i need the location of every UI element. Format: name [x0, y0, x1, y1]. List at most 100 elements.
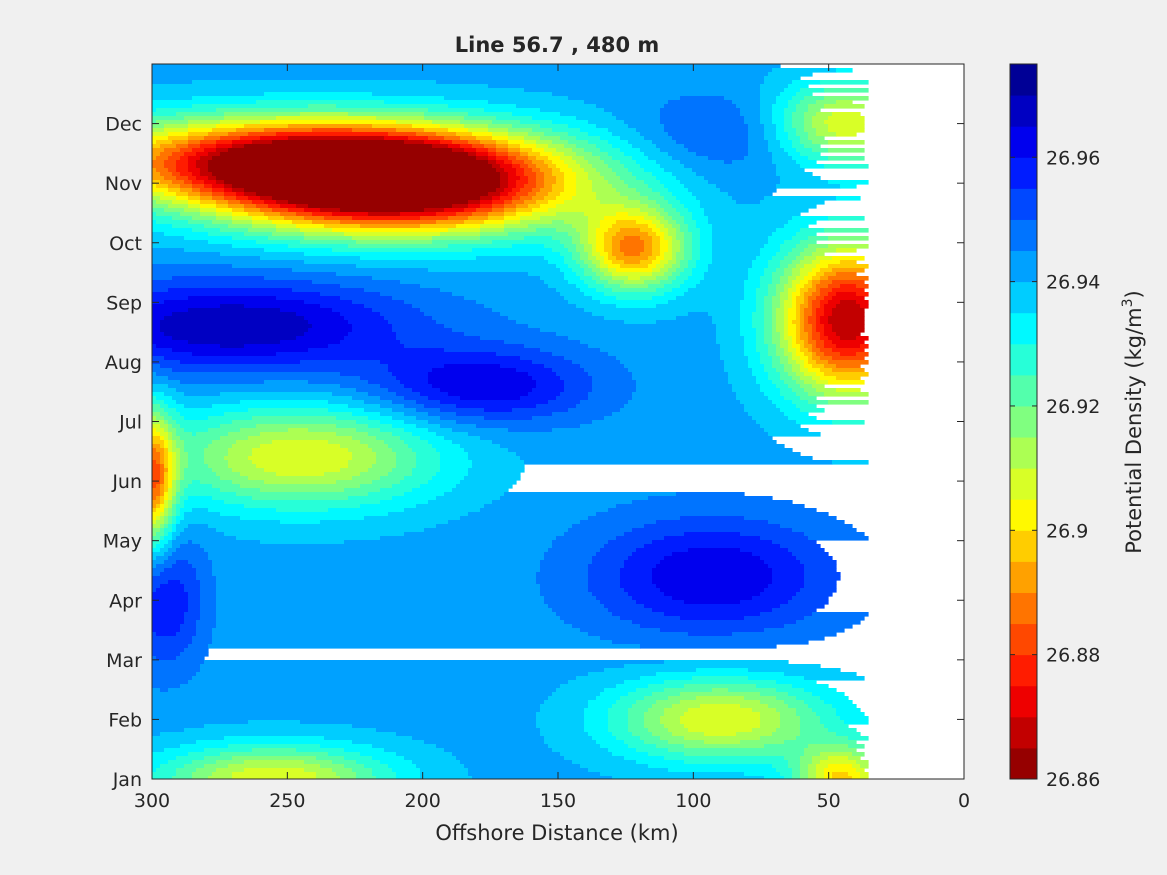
contour-cell	[776, 348, 785, 353]
contour-cell	[748, 124, 765, 129]
contour-cell	[560, 292, 585, 297]
contour-cell	[596, 512, 829, 517]
contour-cell	[616, 220, 637, 225]
contour-cell	[828, 292, 837, 297]
contour-cell	[636, 128, 665, 133]
contour-cell	[304, 316, 345, 321]
contour-cell	[152, 356, 165, 361]
contour-cell	[660, 228, 669, 233]
contour-cell	[492, 308, 585, 313]
contour-cell	[164, 356, 521, 361]
contour-cell	[624, 320, 657, 325]
contour-cell	[788, 280, 793, 285]
contour-cell	[152, 624, 181, 629]
contour-cell	[808, 356, 813, 361]
contour-cell	[164, 516, 169, 521]
contour-cell	[448, 104, 517, 109]
contour-cell	[624, 280, 645, 285]
contour-cell	[164, 536, 173, 541]
contour-cell	[672, 732, 705, 737]
contour-cell	[804, 748, 857, 753]
contour-cell	[584, 280, 597, 285]
contour-cell	[556, 212, 585, 217]
contour-cell	[432, 368, 517, 373]
contour-cell	[612, 704, 633, 709]
contour-cell	[164, 452, 169, 457]
contour-cell	[588, 172, 601, 177]
contour-cell	[644, 524, 781, 529]
contour-cell	[428, 428, 453, 433]
contour-cell	[780, 720, 801, 725]
contour-cell	[480, 200, 493, 205]
contour-cell	[256, 464, 349, 469]
contour-cell	[792, 116, 805, 121]
contour-cell	[656, 264, 665, 269]
contour-cell	[552, 172, 565, 177]
contour-cell	[152, 456, 161, 461]
contour-cell	[788, 308, 797, 313]
contour-cell	[240, 484, 361, 489]
contour-cell	[152, 204, 169, 209]
contour-cell	[832, 776, 853, 779]
contour-cell	[168, 204, 189, 209]
contour-cell	[444, 436, 481, 441]
contour-cell	[180, 500, 185, 505]
contour-cell	[168, 524, 173, 529]
contour-cell	[464, 332, 557, 337]
contour-cell	[200, 668, 605, 673]
contour-cell	[608, 540, 653, 545]
contour-cell	[208, 176, 217, 181]
contour-cell	[152, 352, 193, 357]
contour-cell	[576, 136, 601, 141]
contour-cell	[624, 404, 745, 409]
contour-cell	[792, 776, 801, 779]
contour-cell	[164, 748, 205, 753]
contour-cell	[816, 100, 837, 105]
contour-cell	[220, 488, 261, 493]
contour-cell	[224, 180, 501, 185]
contour-cell	[588, 572, 621, 577]
contour-cell	[212, 568, 541, 573]
contour-cell	[612, 132, 641, 137]
contour-cell	[248, 132, 277, 137]
contour-cell	[804, 276, 813, 281]
contour-cell	[700, 248, 713, 253]
contour-cell	[744, 352, 761, 357]
contour-cell	[160, 524, 165, 529]
contour-cell	[364, 408, 393, 413]
contour-cell	[552, 220, 565, 225]
contour-cell	[656, 200, 669, 205]
contour-cell	[464, 764, 581, 769]
contour-cell	[768, 240, 785, 245]
contour-cell	[800, 560, 837, 565]
contour-cell	[456, 404, 537, 409]
contour-cell	[556, 176, 565, 181]
contour-cell	[304, 216, 325, 221]
contour-cell	[748, 364, 765, 369]
contour-cell	[820, 80, 869, 85]
contour-cell	[856, 768, 865, 773]
contour-cell	[356, 776, 377, 779]
contour-cell	[640, 132, 669, 137]
contour-cell	[516, 368, 553, 373]
contour-cell	[188, 204, 201, 209]
contour-cell	[604, 256, 609, 261]
contour-cell	[688, 188, 721, 193]
contour-cell	[620, 240, 645, 245]
contour-cell	[720, 352, 745, 357]
contour-cell	[764, 124, 777, 129]
contour-cell	[760, 356, 773, 361]
contour-cell	[780, 92, 797, 97]
contour-cell	[160, 320, 309, 325]
contour-cell	[588, 120, 625, 125]
contour-cell	[600, 136, 621, 141]
contour-cell	[172, 464, 177, 469]
contour-cell	[800, 292, 805, 297]
contour-cell	[672, 288, 689, 293]
contour-cell	[804, 352, 813, 357]
contour-cell	[816, 256, 833, 261]
contour-cell	[644, 216, 657, 221]
contour-cell	[164, 416, 173, 421]
contour-cell	[772, 304, 781, 309]
contour-cell	[152, 128, 165, 133]
